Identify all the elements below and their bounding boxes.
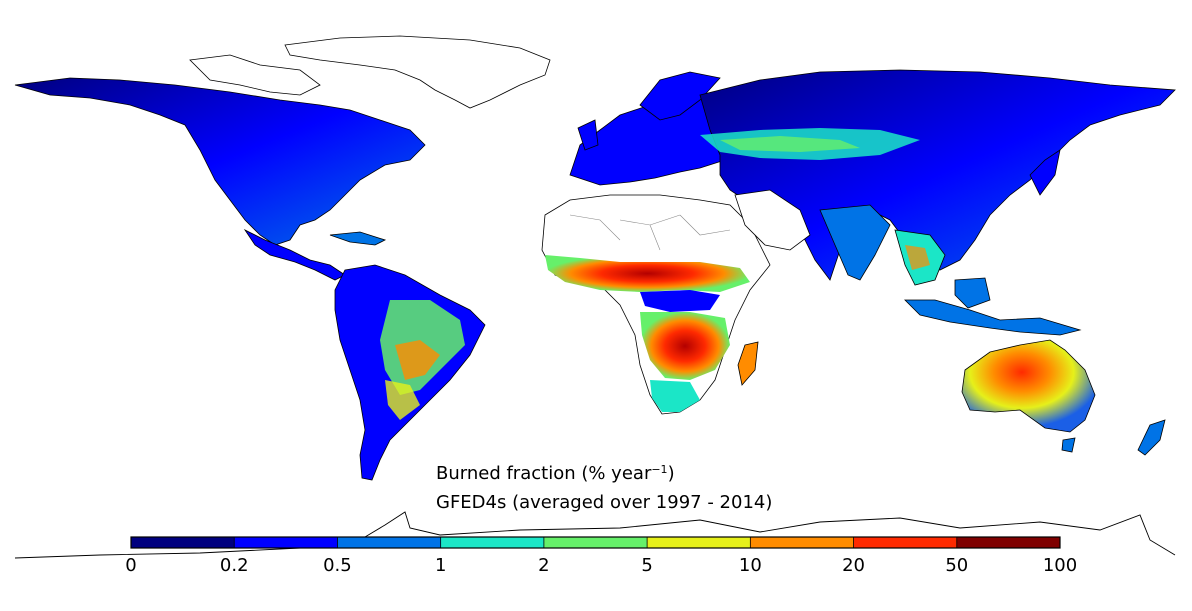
colorbar-tick-label: 20 xyxy=(842,555,865,576)
british-isles xyxy=(577,119,599,151)
madagascar-island xyxy=(737,341,759,386)
arctic-islands xyxy=(189,54,321,96)
sahel-burn-band xyxy=(545,255,750,292)
colorbar-tick-label: 1 xyxy=(435,555,446,576)
scandinavia-landmass xyxy=(639,71,721,121)
colorbar-tick-label: 5 xyxy=(641,555,652,576)
central-asia-green xyxy=(720,136,860,152)
central-america-landmass xyxy=(243,228,346,281)
north-america-landmass xyxy=(14,77,426,246)
southern-africa-tip xyxy=(650,380,700,412)
colorbar-bin-4 xyxy=(543,537,648,548)
map-title-line2: GFED4s (averaged over 1997 - 2014) xyxy=(436,492,772,513)
greenland-landmass xyxy=(284,35,551,109)
sahara-borders xyxy=(569,214,731,251)
indonesia-islands xyxy=(904,299,1082,336)
title-superscript: −1 xyxy=(651,463,667,476)
colorbar-tick-label: 0.5 xyxy=(323,555,352,576)
colorbar-tick-label: 0 xyxy=(125,555,136,576)
colorbar: 0 0.2 0.5 1 2 5 10 20 50 100 xyxy=(125,536,1077,576)
congo-basin xyxy=(640,290,720,312)
colorbar-tick-label: 100 xyxy=(1043,555,1077,576)
new-zealand-islands xyxy=(1137,419,1166,456)
colorbar-bin-8 xyxy=(956,537,1061,548)
colorbar-bin-6 xyxy=(750,537,855,548)
caribbean-islands xyxy=(329,231,387,246)
tasmania-island xyxy=(1061,437,1076,453)
south-america-south-hot xyxy=(385,380,420,420)
colorbar-tick-label: 0.2 xyxy=(220,555,249,576)
southeast-asia-hot xyxy=(905,245,930,270)
colorbar-tick-label: 2 xyxy=(538,555,549,576)
india-landmass xyxy=(819,204,891,281)
colorbar-bin-5 xyxy=(647,537,751,548)
colorbar-bin-0 xyxy=(131,537,235,548)
colorbar-tick-label: 50 xyxy=(945,555,968,576)
southern-africa-burn-area xyxy=(640,312,730,380)
colorbar-bin-2 xyxy=(337,537,442,548)
title-main: Burned fraction (% year xyxy=(436,463,652,484)
antarctica-outline xyxy=(14,511,1176,559)
borneo-island xyxy=(954,277,991,309)
arabian-peninsula xyxy=(734,189,811,251)
colorbar-bin-7 xyxy=(853,537,958,548)
colorbar-bin-3 xyxy=(440,537,545,548)
south-america-hot-spot xyxy=(395,340,440,380)
title-end: ) xyxy=(668,463,675,484)
colorbar-bin-1 xyxy=(234,537,338,548)
colorbar-tick-label: 10 xyxy=(739,555,762,576)
australia-landmass xyxy=(961,339,1096,433)
japan-islands xyxy=(1029,149,1061,196)
map-title-line1: Burned fraction (% year−1) xyxy=(436,463,675,485)
